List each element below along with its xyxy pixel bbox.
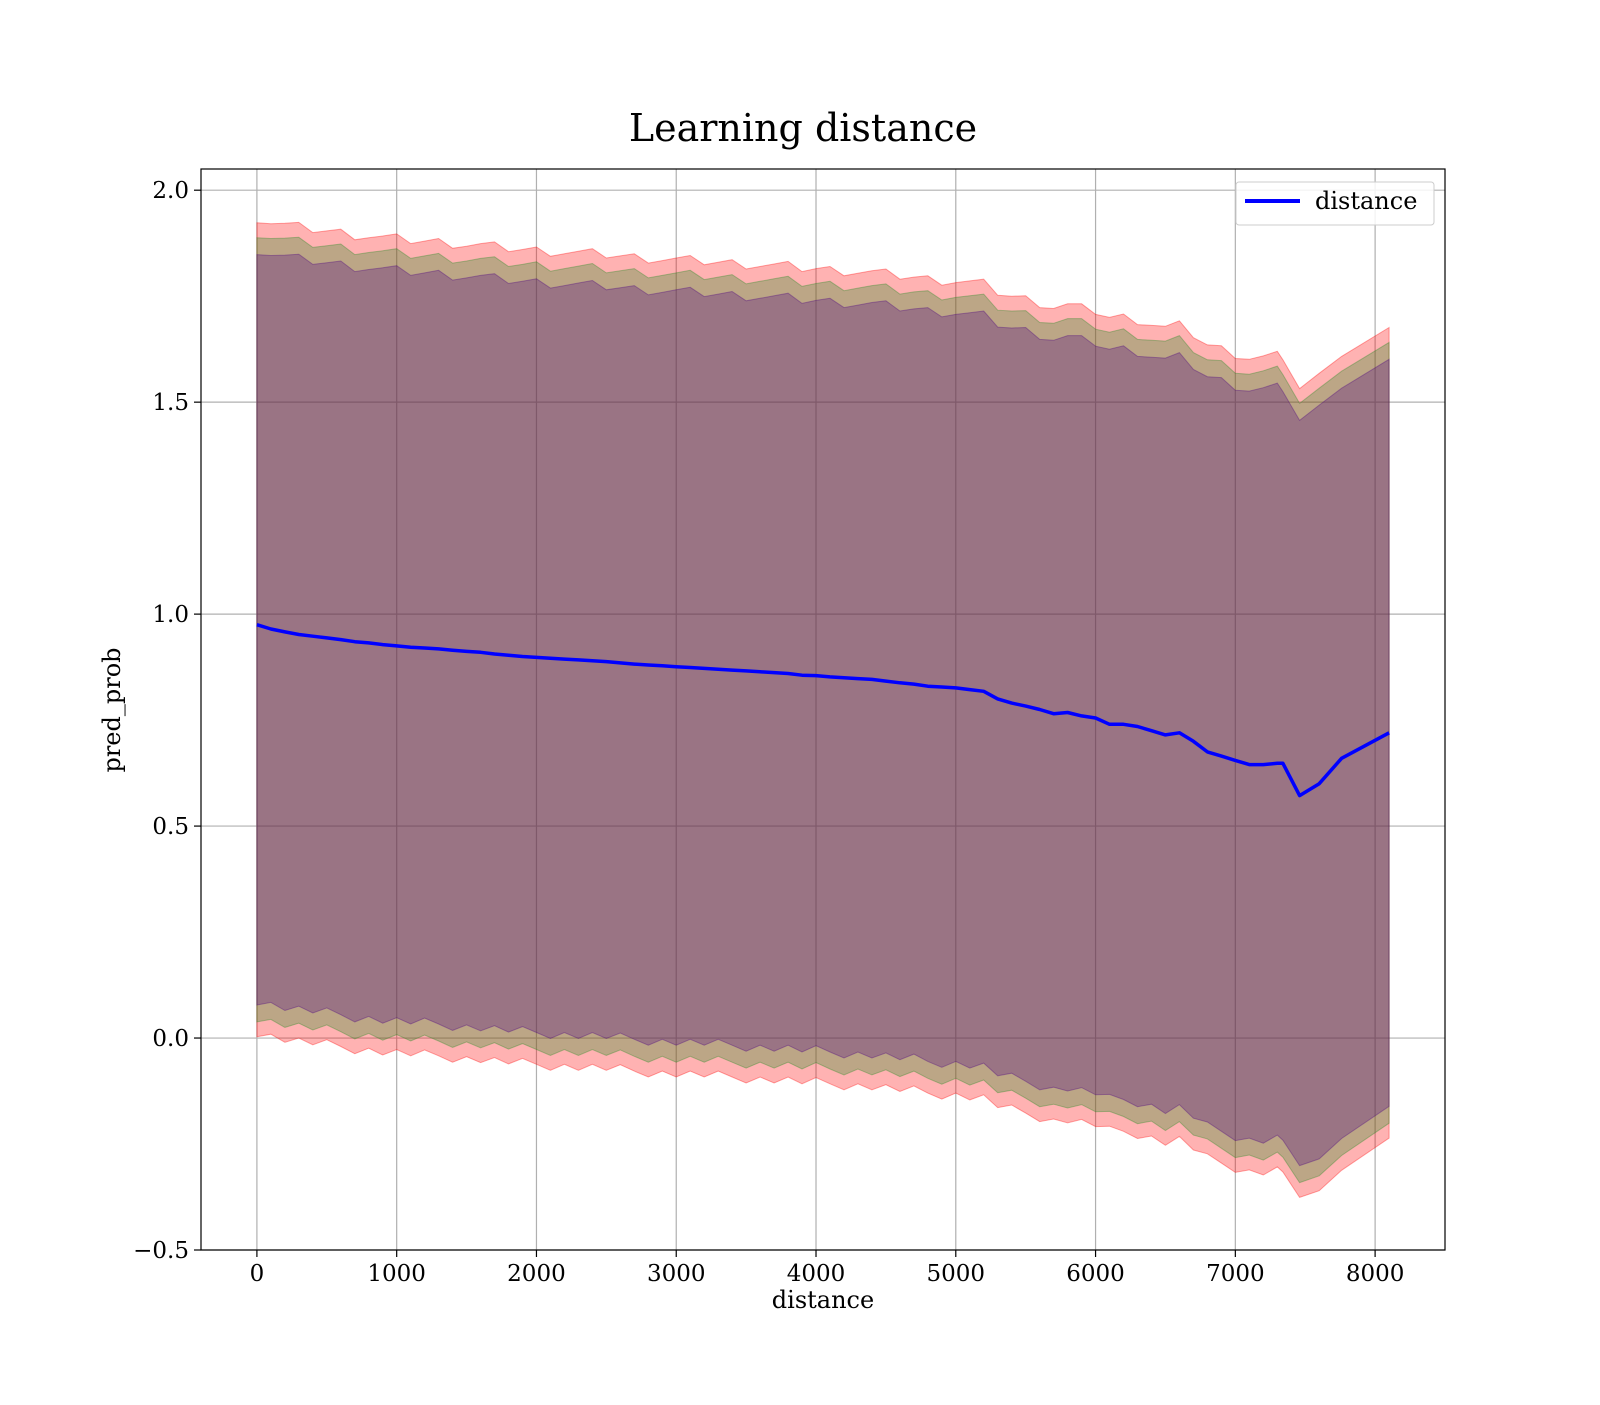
series-layer (256, 623, 1390, 798)
x-tick-label: 0 (250, 1261, 265, 1287)
legend-box (1235, 181, 1435, 226)
x-tick-label: 3000 (647, 1261, 706, 1287)
y-axis-ticks: −0.5 0.0 0.5 1.0 1.5 2.0 (133, 178, 201, 1264)
x-tick-label: 2000 (507, 1261, 566, 1287)
distance-series-line (256, 623, 1390, 798)
chart-title: Learning distance (629, 106, 977, 150)
confidence-band (256, 221, 1390, 1198)
confidence-band (256, 253, 1390, 1167)
x-tick-label: 1000 (367, 1261, 426, 1287)
x-tick-label: 8000 (1346, 1261, 1405, 1287)
confidence-band (256, 236, 1390, 1184)
x-axis-ticks: 0 1000 2000 3000 4000 5000 6000 7000 8000 (250, 1250, 1405, 1287)
x-tick-label: 7000 (1206, 1261, 1265, 1287)
x-tick-label: 6000 (1066, 1261, 1125, 1287)
confidence-bands (256, 221, 1390, 1198)
y-axis-label: pred_prob (98, 647, 126, 772)
y-tick-label: 0.5 (152, 814, 189, 840)
legend: distance (1235, 181, 1435, 226)
plot-frame (200, 168, 1446, 1251)
x-tick-label: 5000 (927, 1261, 986, 1287)
y-tick-label: −0.5 (133, 1238, 189, 1264)
grid-layer (201, 169, 1445, 1251)
y-tick-label: 2.0 (152, 178, 189, 204)
legend-label: distance (1315, 187, 1417, 215)
x-tick-label: 4000 (787, 1261, 846, 1287)
y-tick-label: 1.0 (152, 602, 189, 628)
y-tick-label: 1.5 (152, 390, 189, 416)
x-axis-label: distance (772, 1286, 874, 1314)
y-tick-label: 0.0 (152, 1026, 189, 1052)
